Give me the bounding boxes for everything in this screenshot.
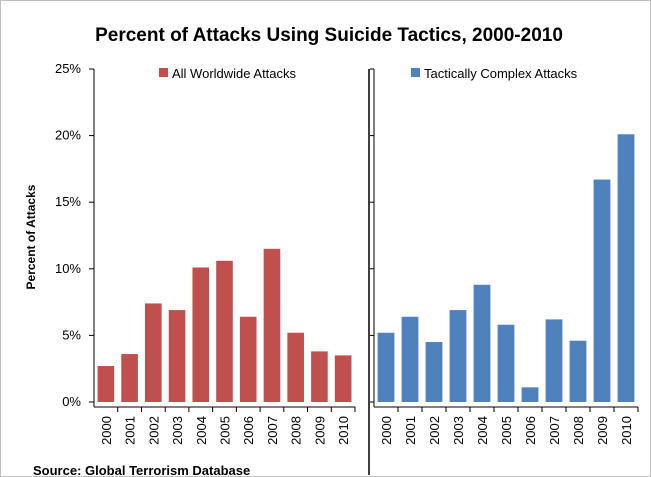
bar-worldwide-2009 — [311, 351, 328, 402]
x-tick-label: 2001 — [403, 416, 418, 445]
x-tick-label: 2004 — [194, 416, 209, 445]
bar-complex-2010 — [617, 134, 635, 402]
bar-worldwide-2000 — [97, 366, 115, 402]
bar-complex-2008 — [569, 340, 587, 402]
legend-swatch — [159, 68, 168, 77]
panel-tactically-complex: 2000 2001 2002 2003 2004 2005 2006 2007 2008 2009… — [370, 66, 639, 445]
bar-worldwide-2005 — [216, 260, 233, 402]
y-tick-label: 20% — [55, 128, 81, 143]
x-tick-label: 2000 — [379, 416, 394, 445]
x-tick-label: 2009 — [312, 416, 327, 445]
bar-complex-2000 — [377, 332, 395, 402]
x-tick-label: 2007 — [265, 416, 280, 445]
x-tick-label: 2004 — [475, 416, 490, 445]
chart-title: Percent of Attacks Using Suicide Tactics… — [95, 25, 563, 46]
y-axis-label: Percent of Attacks — [24, 184, 38, 289]
y-axis-ticks: 0% 5% 10% 15% 20% 25% — [55, 61, 94, 409]
bar-complex-2003 — [449, 310, 467, 402]
y-tick-label: 5% — [62, 327, 81, 342]
bar-complex-2005 — [497, 324, 515, 402]
bar-worldwide-2003 — [168, 310, 186, 402]
legend-entry: Tactically Complex Attacks — [424, 66, 578, 81]
bar-worldwide-2010 — [334, 355, 352, 402]
x-tick-label: 2006 — [241, 416, 256, 445]
x-tick-label: 2010 — [336, 416, 351, 445]
x-tick-label: 2010 — [619, 416, 634, 445]
bar-complex-2001 — [401, 316, 419, 402]
bar-worldwide-2004 — [192, 267, 210, 402]
x-tick-label: 2005 — [218, 416, 233, 445]
bar-complex-2006 — [521, 387, 539, 402]
bar-worldwide-2001 — [121, 354, 138, 402]
bar-complex-2009 — [593, 179, 611, 402]
bar-worldwide-2006 — [239, 316, 257, 402]
bar-complex-2007 — [545, 319, 563, 402]
x-tick-label: 2002 — [427, 416, 442, 445]
x-tick-label: 2003 — [451, 416, 466, 445]
y-tick-label: 25% — [55, 61, 81, 76]
bar-complex-2004 — [473, 284, 491, 402]
bar-complex-2002 — [425, 342, 443, 402]
bar-worldwide-2007 — [263, 248, 281, 402]
x-tick-label: 2005 — [499, 416, 514, 445]
x-tick-label: 2008 — [289, 416, 304, 445]
bar-worldwide-2002 — [145, 303, 162, 402]
x-tick-label: 2006 — [523, 416, 538, 445]
x-tick-label: 2009 — [595, 416, 610, 445]
y-tick-label: 0% — [62, 394, 81, 409]
source-note: Source: Global Terrorism Database — [33, 463, 250, 476]
x-tick-label: 2002 — [146, 416, 161, 445]
legend-entry: All Worldwide Attacks — [172, 66, 297, 81]
y-tick-label: 15% — [55, 194, 81, 209]
x-tick-label: 2008 — [571, 416, 586, 445]
legend-swatch — [411, 68, 420, 77]
bar-worldwide-2008 — [287, 332, 304, 402]
panel-all-worldwide: 2000 2001 2002 2003 2004 2005 2006 2007 2008 2009… — [93, 66, 356, 445]
x-tick-label: 2003 — [170, 416, 185, 445]
y-tick-label: 10% — [55, 261, 81, 276]
x-tick-label: 2000 — [99, 416, 114, 445]
x-tick-label: 2001 — [123, 416, 138, 445]
x-tick-label: 2007 — [547, 416, 562, 445]
